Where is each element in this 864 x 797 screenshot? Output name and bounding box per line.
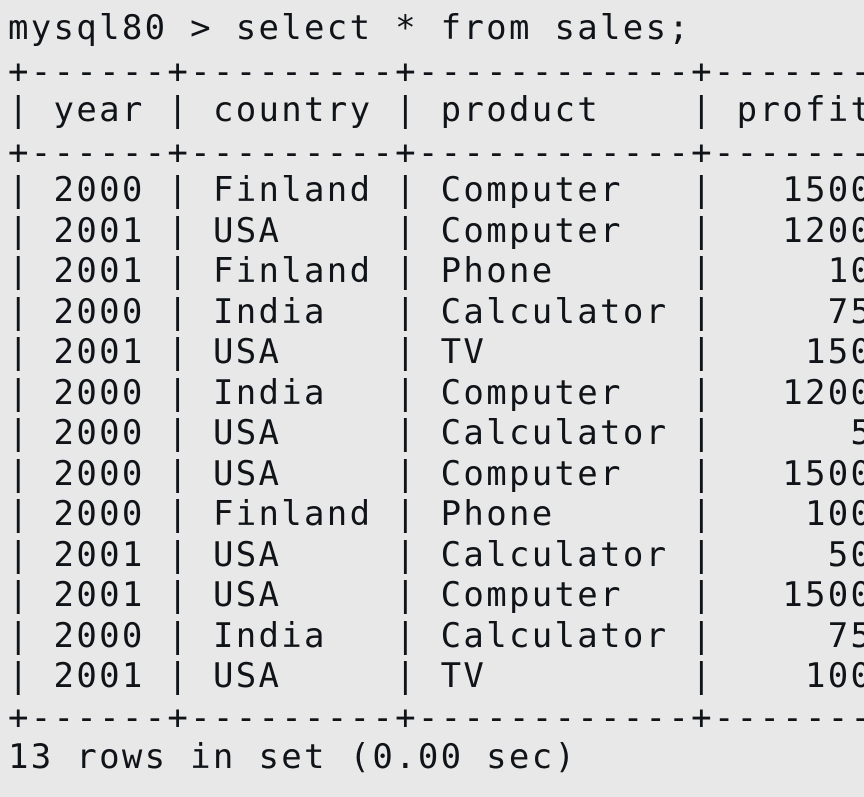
cell-product: Computer: [440, 575, 669, 615]
cell-product: TV: [440, 332, 669, 372]
command-text: select * from sales;: [235, 8, 692, 48]
table-row: | 2001 | USA | Computer | 1500 |: [8, 575, 864, 615]
cell-country: Finland: [212, 170, 373, 210]
cell-product: Calculator: [440, 534, 669, 575]
cell-year: 2000: [53, 494, 145, 534]
cell-country: India: [212, 615, 373, 656]
cell-product: TV: [440, 656, 669, 696]
table-row: | 2001 | USA | Calculator | 50 |: [8, 535, 864, 575]
header-product: product: [440, 90, 669, 130]
table-border-header: +------+---------+------------+--------+: [8, 133, 864, 173]
table-row: | 2000 | India | Calculator | 75 |: [8, 616, 864, 656]
table-row: | 2000 | India | Computer | 1200 |: [8, 373, 864, 413]
cell-country: USA: [212, 656, 373, 696]
cell-year: 2001: [53, 656, 145, 696]
cell-country: USA: [212, 332, 373, 372]
cell-country: USA: [212, 534, 373, 575]
cell-year: 2000: [53, 413, 145, 453]
cell-profit: 75: [736, 615, 864, 656]
cell-profit: 150: [736, 332, 864, 372]
cell-profit: 1500: [736, 453, 864, 494]
table-row: | 2000 | Finland | Phone | 100 |: [8, 494, 864, 534]
cell-year: 2000: [53, 615, 145, 656]
cell-country: USA: [212, 453, 373, 494]
cell-country: USA: [212, 413, 373, 453]
cell-profit: 100: [736, 494, 864, 534]
prompt: mysql80 >: [8, 8, 213, 48]
table-row: | 2001 | Finland | Phone | 10 |: [8, 251, 864, 291]
cell-country: India: [212, 372, 373, 413]
cell-year: 2000: [53, 170, 145, 210]
cell-country: Finland: [212, 494, 373, 534]
cell-year: 2001: [53, 251, 145, 291]
table-border-bottom: +------+---------+------------+--------+: [8, 698, 864, 738]
header-country: country: [212, 90, 373, 130]
cell-year: 2000: [53, 372, 145, 413]
table-row: | 2001 | USA | Computer | 1200 |: [8, 211, 864, 251]
cell-country: USA: [212, 575, 373, 615]
cell-profit: 1200: [736, 210, 864, 251]
table-row: | 2000 | USA | Calculator | 5 |: [8, 413, 864, 453]
status-line: 13 rows in set (0.00 sec): [8, 737, 578, 777]
cell-year: 2001: [53, 575, 145, 615]
cell-product: Calculator: [440, 615, 669, 656]
cell-profit: 50: [736, 534, 864, 575]
cell-profit: 1500: [736, 575, 864, 615]
cell-year: 2000: [53, 453, 145, 494]
cell-product: Computer: [440, 170, 669, 210]
table-header-row: | year | country | product | profit |: [8, 90, 864, 130]
cell-product: Computer: [440, 372, 669, 413]
table-row: | 2001 | USA | TV | 150 |: [8, 332, 864, 372]
header-year: year: [53, 90, 145, 130]
table-row: | 2000 | Finland | Computer | 1500 |: [8, 170, 864, 210]
cell-profit: 1200: [736, 372, 864, 413]
table-row: | 2000 | India | Calculator | 75 |: [8, 292, 864, 332]
cell-product: Calculator: [440, 291, 669, 332]
cell-country: Finland: [212, 251, 373, 291]
cell-country: India: [212, 291, 373, 332]
table-border-top: +------+---------+------------+--------+: [8, 52, 864, 92]
cell-year: 2001: [53, 534, 145, 575]
cell-year: 2001: [53, 332, 145, 372]
cell-year: 2001: [53, 210, 145, 251]
table-row: | 2000 | USA | Computer | 1500 |: [8, 454, 864, 494]
cell-profit: 75: [736, 291, 864, 332]
cell-product: Calculator: [440, 413, 669, 453]
cell-profit: 10: [736, 251, 864, 291]
table-row: | 2001 | USA | TV | 100 |: [8, 656, 864, 696]
cell-profit: 1500: [736, 170, 864, 210]
header-profit: profit: [736, 90, 864, 130]
cell-product: Phone: [440, 251, 669, 291]
cell-year: 2000: [53, 291, 145, 332]
cell-profit: 5: [736, 413, 864, 453]
cell-product: Phone: [440, 494, 669, 534]
cell-product: Computer: [440, 210, 669, 251]
cell-profit: 100: [736, 656, 864, 696]
cell-country: USA: [212, 210, 373, 251]
cell-product: Computer: [440, 453, 669, 494]
command-line: mysql80 > select * from sales;: [8, 8, 691, 48]
